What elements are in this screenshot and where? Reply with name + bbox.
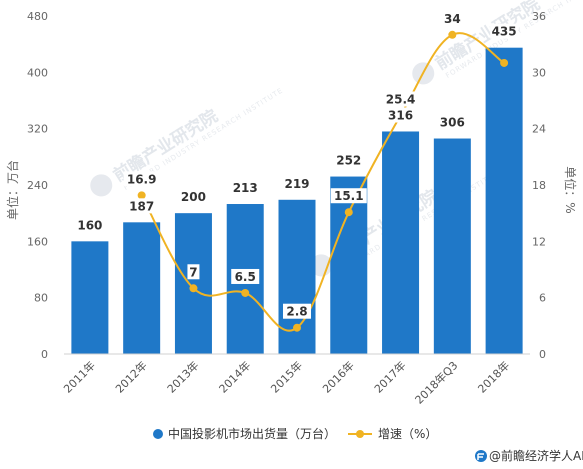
legend: 中国投影机市场出货量（万台） 增速（%） — [153, 426, 437, 441]
line-point — [500, 58, 509, 67]
bar-label-bg — [231, 180, 260, 196]
y-axis-ticks: 0 80 160 240 320 400 480 — [27, 10, 48, 361]
y2-tick-label: 6 — [539, 292, 546, 305]
forward-logo-icon — [475, 450, 487, 462]
bar-label-bg — [490, 23, 519, 39]
line-label: 15.1 — [334, 189, 364, 203]
bar-label-bg — [127, 198, 156, 214]
bar-label: 187 — [129, 199, 154, 213]
line-label: 16.9 — [127, 172, 157, 186]
line-label: 25.4 — [386, 93, 416, 107]
line-point — [241, 288, 250, 297]
line-label-bg — [187, 264, 200, 280]
x-tick-label: 2015年 — [268, 358, 305, 395]
y-tick-label: 0 — [41, 348, 48, 361]
bar-label: 160 — [77, 218, 102, 232]
line-point — [293, 323, 301, 332]
x-tick-label: 2011年 — [61, 358, 98, 395]
watermark-logo-circle — [90, 174, 113, 197]
y-tick-label: 160 — [27, 235, 48, 248]
y-tick-label: 400 — [27, 66, 48, 79]
legend-line-marker — [356, 430, 364, 438]
bar-data-labels: 160 187 200 213 219 252 316 306 435 — [75, 23, 519, 233]
line-label-bg — [123, 171, 160, 187]
line-label-bg — [283, 303, 311, 319]
line-label-bg — [382, 91, 419, 107]
bar — [174, 213, 212, 354]
bar — [71, 241, 109, 354]
y2-axis-title: 单位：% — [563, 166, 578, 213]
y-tick-label: 480 — [27, 10, 48, 23]
legend-line-label: 增速（%） — [378, 427, 437, 441]
x-tick-label: 2017年 — [371, 358, 408, 395]
y-tick-label: 240 — [27, 179, 48, 192]
line-label: 2.8 — [286, 305, 307, 319]
x-tick-label: 2012年 — [112, 358, 149, 395]
line-point — [137, 191, 146, 200]
bar — [485, 47, 523, 354]
x-axis-ticks: 2011年 2012年 2013年 2014年 2015年 2016年 2017年 2018年… — [61, 358, 513, 407]
bar — [382, 131, 420, 354]
footer-text: @前瞻经济学人APP — [489, 448, 583, 463]
line-label: 7 — [189, 265, 197, 279]
line-label: 6.5 — [235, 270, 256, 284]
legend-bar-label: 中国投影机市场出货量（万台） — [168, 426, 336, 441]
bar-label: 213 — [233, 181, 258, 195]
bar-label: 435 — [492, 25, 517, 39]
line-label: 34 — [444, 12, 461, 26]
line-point — [189, 284, 198, 293]
bar-label: 252 — [336, 154, 361, 168]
x-tick-label: 2013年 — [164, 358, 201, 395]
x-tick-label: 2018年Q3 — [412, 358, 461, 407]
y2-tick-label: 24 — [532, 123, 546, 136]
legend-bar-swatch — [153, 429, 163, 439]
line-data-labels: 16.9 7 6.5 2.8 15.1 25.4 34 — [123, 10, 463, 319]
line-label-bg — [442, 10, 463, 26]
x-tick-label: 2018年 — [475, 358, 512, 395]
line-point — [344, 208, 353, 217]
footer: @前瞻经济学人APP — [475, 448, 583, 463]
line-point — [448, 30, 457, 39]
bar-label: 306 — [440, 116, 465, 130]
bar-label-bg — [438, 114, 467, 130]
y2-tick-label: 0 — [539, 348, 546, 361]
bar — [123, 222, 161, 354]
forward-logo-icon — [90, 174, 113, 197]
y2-axis-ticks: 0 6 12 18 24 30 36 — [532, 10, 546, 361]
y-tick-label: 80 — [34, 292, 48, 305]
bar — [433, 138, 471, 354]
bar-label-bg — [386, 107, 415, 123]
bar-label: 200 — [181, 190, 206, 204]
y2-tick-label: 18 — [532, 179, 546, 192]
bar-label: 219 — [284, 177, 309, 191]
y2-tick-label: 30 — [532, 66, 546, 79]
y2-tick-label: 36 — [532, 10, 546, 23]
bar-label: 316 — [388, 108, 413, 122]
bar-series — [71, 47, 523, 354]
y2-tick-label: 12 — [532, 235, 546, 248]
y-tick-label: 320 — [27, 123, 48, 136]
line-label-bg — [330, 188, 367, 204]
bar-label-bg — [75, 217, 104, 233]
x-tick-label: 2014年 — [216, 358, 253, 395]
bar-label-bg — [283, 175, 311, 191]
y-axis-title: 单位：万台 — [5, 160, 20, 220]
x-tick-label: 2016年 — [319, 358, 356, 395]
bar-label-bg — [179, 189, 208, 205]
bar-label-bg — [334, 152, 363, 168]
bar — [330, 176, 368, 354]
line-label-bg — [231, 268, 260, 284]
